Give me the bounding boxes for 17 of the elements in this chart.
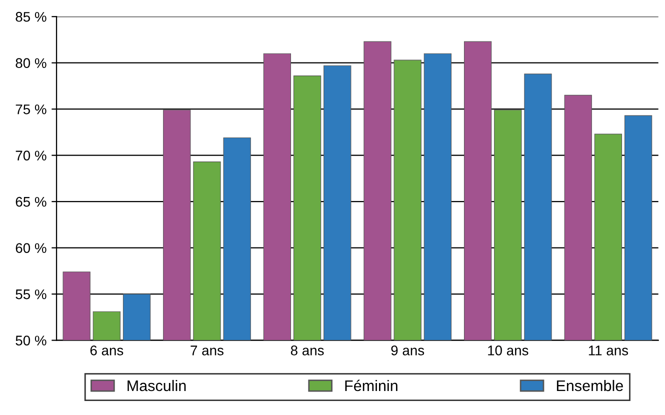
y-tick-label: 75 % — [16, 104, 46, 114]
y-tick-label: 85 % — [16, 12, 46, 22]
x-tick-label: 8 ans — [290, 346, 324, 356]
legend-label: Ensemble — [556, 380, 623, 392]
y-tick-label: 80 % — [16, 58, 46, 68]
x-tick-label: 11 ans — [588, 346, 628, 356]
y-tick-label: 70 % — [16, 150, 46, 160]
x-tick-label: 6 ans — [90, 346, 124, 356]
y-tick-label: 55 % — [16, 289, 46, 300]
legend-label: Masculin — [128, 380, 186, 392]
y-tick-label: 60 % — [16, 243, 46, 253]
y-tick-label: 50 % — [16, 336, 46, 346]
y-tick-label: 65 % — [16, 196, 46, 207]
x-tick-label: 7 ans — [190, 346, 224, 356]
x-tick-label: 9 ans — [391, 346, 424, 356]
legend-label: Féminin — [345, 380, 398, 392]
x-tick-label: 10 ans — [488, 346, 528, 356]
